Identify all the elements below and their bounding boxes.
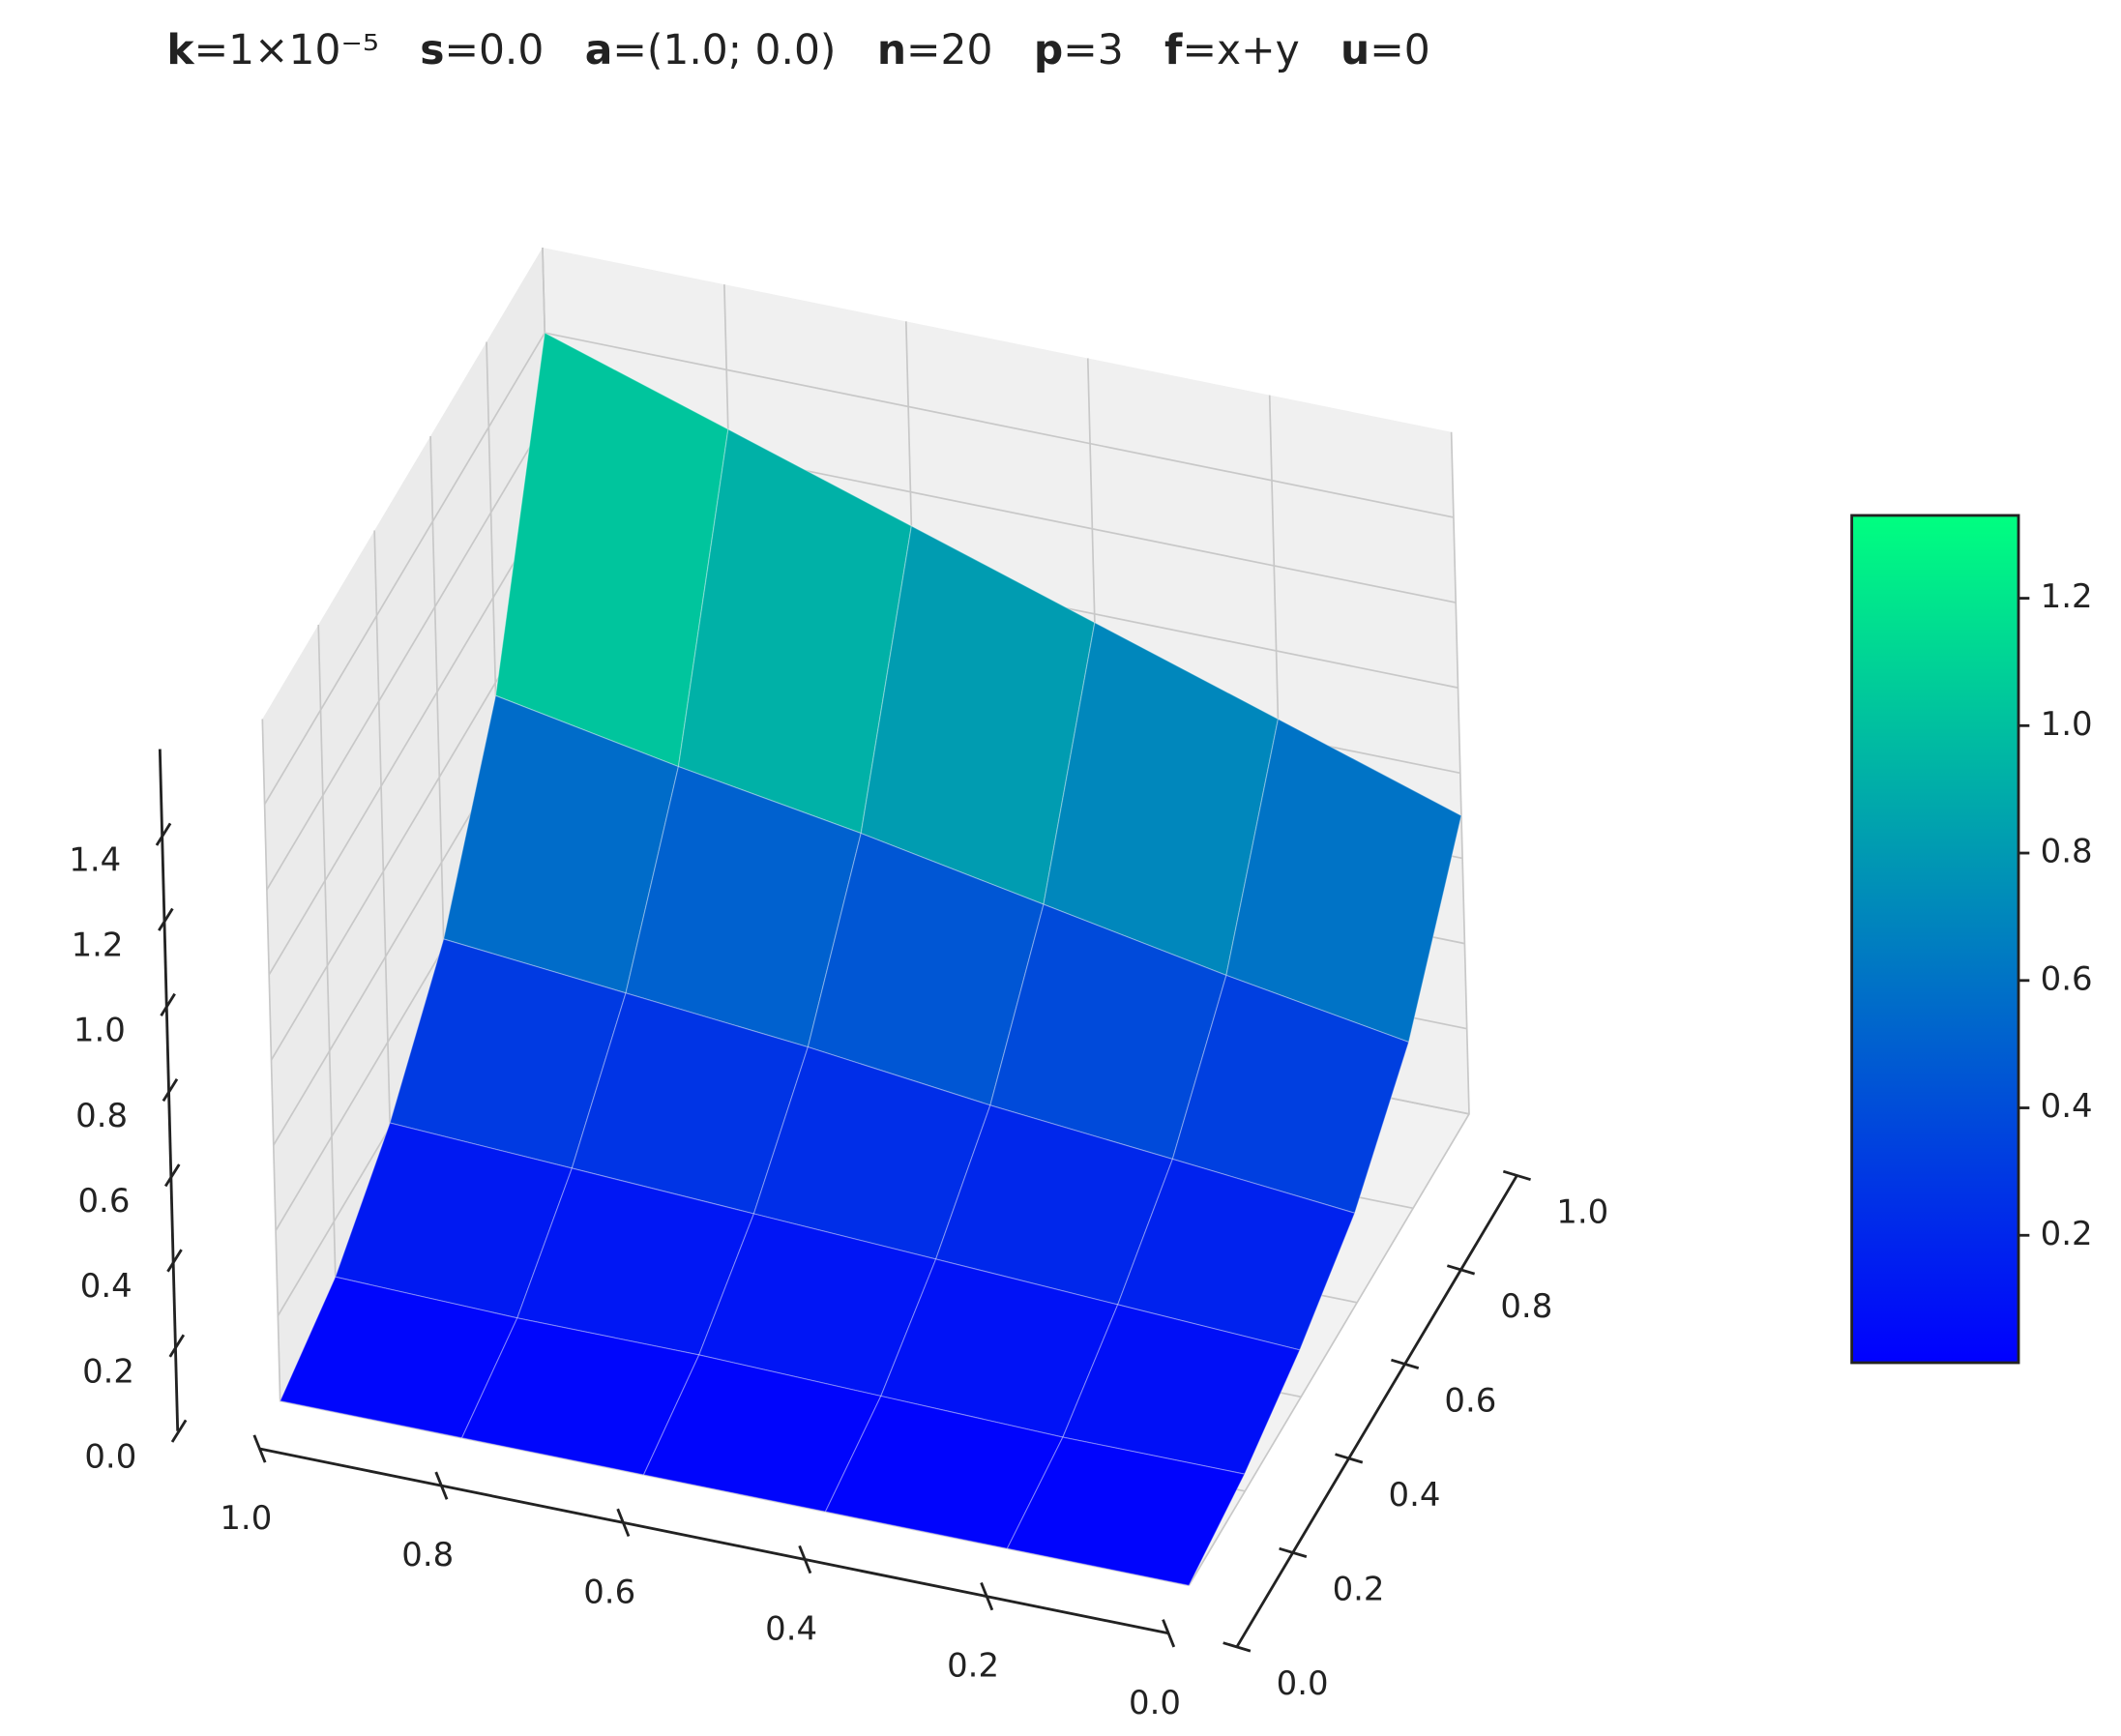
- colorbar-tick-label: 0.6: [2041, 959, 2093, 997]
- surface-patch: [1006, 1436, 1246, 1586]
- surface-patch: [752, 1045, 991, 1260]
- z-tick-label: 0.8: [75, 1097, 128, 1134]
- y-tick: [1446, 1264, 1476, 1276]
- surface-patch: [1225, 718, 1462, 1044]
- z-tick-label: 1.0: [74, 1012, 126, 1049]
- x-tick-label: 0.6: [583, 1573, 635, 1610]
- z-tick-label: 0.0: [84, 1437, 136, 1475]
- z-tick: [168, 1334, 186, 1358]
- x-axis: [259, 1447, 1169, 1635]
- y-tick-label: 0.0: [1277, 1664, 1329, 1702]
- surface-patch: [1116, 1158, 1356, 1351]
- z-tick-label: 0.6: [77, 1182, 130, 1220]
- z-tick: [163, 1163, 181, 1188]
- surface-patch: [880, 1258, 1119, 1438]
- colorbar-tick-label: 0.4: [2041, 1087, 2093, 1125]
- title-value: =3: [1063, 25, 1123, 73]
- surface-patch: [860, 524, 1096, 905]
- y-tick-label: 0.8: [1500, 1287, 1552, 1325]
- y-tick: [1502, 1169, 1531, 1182]
- chart-title: k=1×10⁻⁵ s=0.0 a=(1.0; 0.0) n=20 p=3 f=x+y u=0: [166, 25, 1429, 73]
- title-value: =0.0: [444, 25, 544, 73]
- surface-patch: [697, 1213, 937, 1398]
- x-tick: [252, 1434, 267, 1463]
- title-key: f: [1164, 25, 1183, 73]
- y-axis: [1235, 1174, 1518, 1648]
- colorbar-tick-label: 0.2: [2041, 1215, 2093, 1252]
- title-value: =0: [1370, 25, 1429, 73]
- x-tick-label: 1.0: [220, 1499, 272, 1537]
- z-tick: [155, 822, 172, 846]
- y-tick: [1335, 1453, 1364, 1464]
- title-value: =1×10⁻⁵: [194, 25, 379, 73]
- title-key: u: [1340, 25, 1370, 73]
- z-tick: [166, 1249, 183, 1273]
- title-key: k: [166, 25, 194, 73]
- title-key: n: [877, 25, 906, 73]
- z-tick-label: 0.2: [82, 1352, 134, 1390]
- x-tick-label: 0.4: [765, 1609, 817, 1647]
- z-tick: [162, 1078, 179, 1103]
- x-tick: [798, 1545, 812, 1574]
- colorbar-tick-label: 1.0: [2041, 705, 2093, 743]
- colorbar: [1850, 514, 2020, 1365]
- y-tick: [1279, 1546, 1308, 1559]
- x-tick-label: 0.0: [1129, 1684, 1181, 1721]
- colorbar-tick-label: 0.8: [2041, 833, 2093, 870]
- z-tick-label: 0.4: [80, 1267, 133, 1305]
- title-value: =20: [906, 25, 992, 73]
- z-tick-label: 1.2: [72, 927, 124, 964]
- surface-patch: [642, 1354, 882, 1513]
- z-tick-label: 1.4: [69, 840, 121, 878]
- y-tick-label: 0.2: [1333, 1570, 1385, 1607]
- title-value: =(1.0; 0.0): [612, 25, 836, 73]
- x-tick-label: 0.8: [401, 1536, 454, 1574]
- title-value: =x+y: [1182, 25, 1299, 73]
- x-tick: [1162, 1619, 1176, 1648]
- colorbar-tick-label: 1.2: [2041, 577, 2093, 615]
- z-tick: [170, 1419, 188, 1443]
- surface-patch: [1043, 621, 1280, 977]
- x-tick: [980, 1581, 994, 1611]
- y-tick-label: 1.0: [1556, 1192, 1608, 1230]
- title-key: p: [1034, 25, 1063, 73]
- z-tick: [160, 992, 176, 1017]
- x-tick: [434, 1471, 449, 1500]
- z-tick: [158, 907, 174, 931]
- y-tick: [1223, 1641, 1252, 1653]
- x-tick-label: 0.2: [947, 1647, 999, 1685]
- y-tick: [1391, 1358, 1420, 1370]
- title-key: a: [585, 25, 613, 73]
- y-tick-label: 0.6: [1444, 1381, 1496, 1419]
- title-key: s: [420, 25, 444, 73]
- x-tick: [616, 1508, 631, 1537]
- y-tick-label: 0.4: [1389, 1476, 1441, 1514]
